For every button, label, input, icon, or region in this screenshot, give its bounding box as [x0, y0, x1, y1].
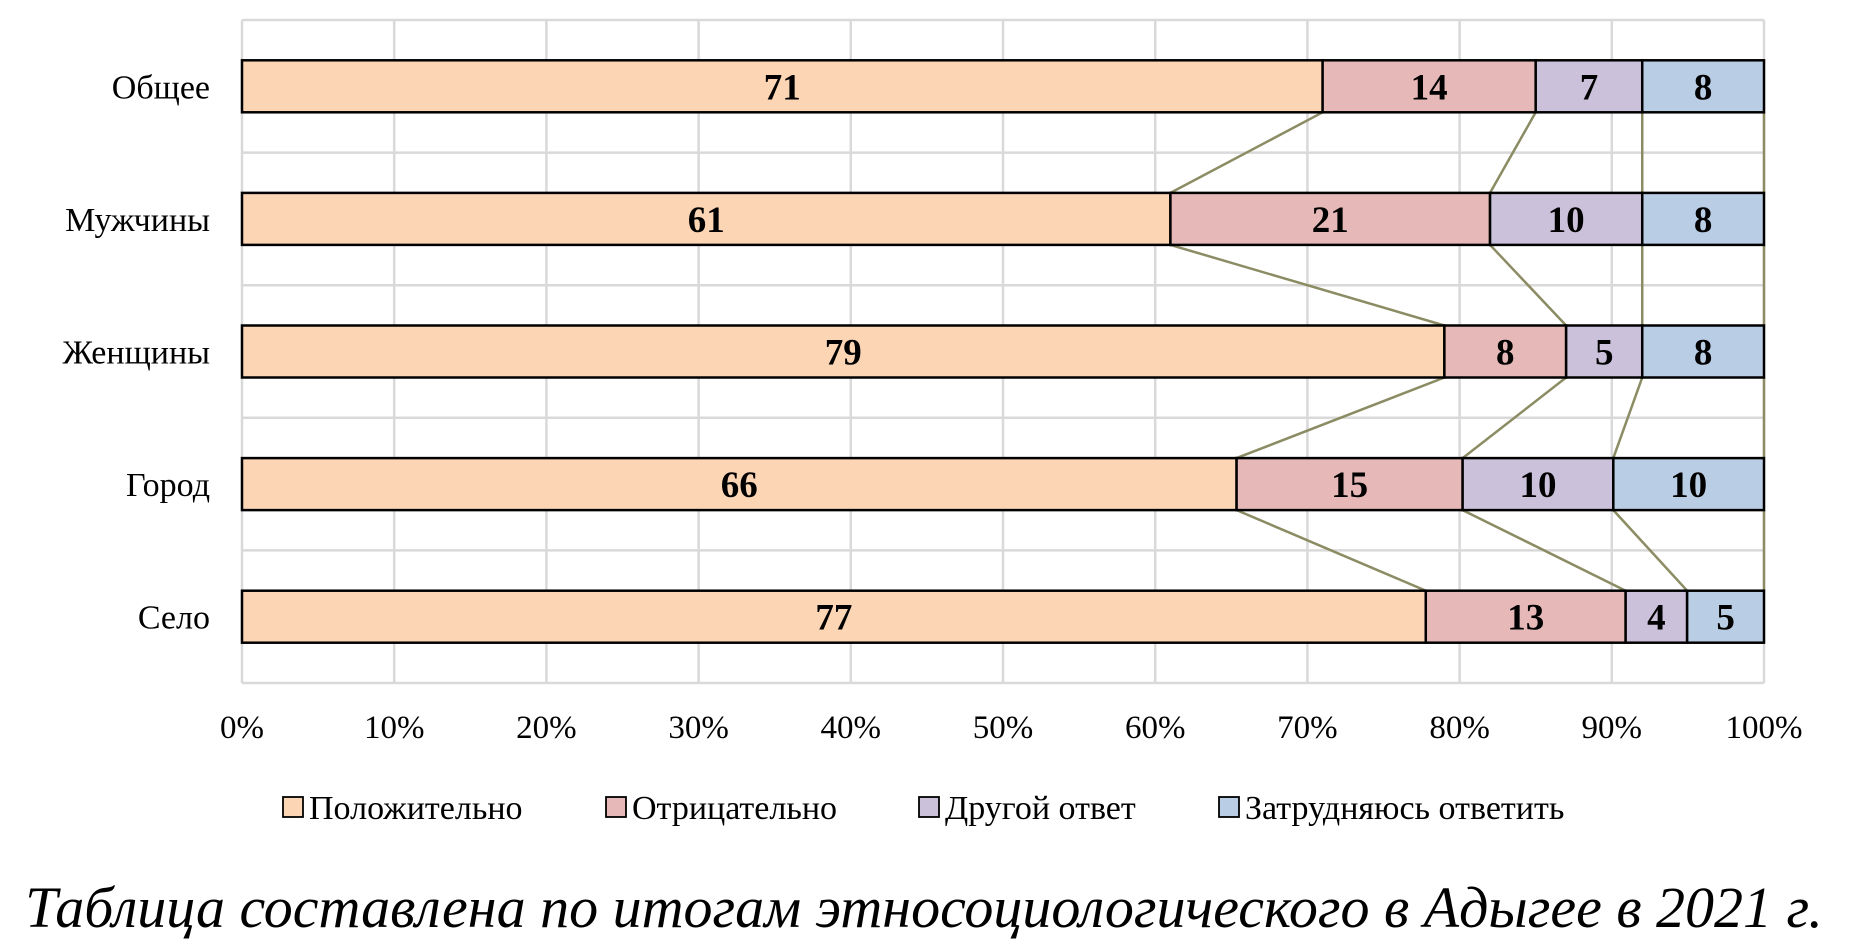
- series-line: [1612, 377, 1644, 459]
- series-line: [1169, 111, 1324, 195]
- x-tick-label: 30%: [668, 710, 729, 746]
- series-line: [1612, 509, 1689, 592]
- legend-swatch: [282, 796, 304, 818]
- x-tick-label: 70%: [1277, 710, 1338, 746]
- bar-segment: [240, 59, 1324, 114]
- chart-caption: Таблица составлена по итогам этносоциоло…: [25, 875, 1823, 940]
- series-line: [1170, 243, 1445, 327]
- data-label: 61: [688, 200, 725, 241]
- series-line: [1488, 111, 1537, 194]
- bar-segment: [1685, 589, 1766, 644]
- bar-segment: [240, 589, 1428, 644]
- bar-segment: [1169, 191, 1492, 247]
- x-tick-label: 90%: [1582, 710, 1643, 746]
- x-tick-label: 80%: [1429, 710, 1490, 746]
- category-label: Общее: [112, 69, 210, 106]
- bar-segment: [240, 456, 1238, 512]
- data-label: 10: [1670, 465, 1707, 506]
- category-labels: Общее Мужчины Женщины Город Село: [63, 69, 211, 636]
- bars: 71 14 7 8 61 21 10 8 79 8 5 8 66 15 10 10 77 13 4 5: [240, 59, 1766, 644]
- bar-segment: [1443, 324, 1568, 379]
- legend-label: Положительно: [309, 790, 523, 827]
- data-label: 14: [1411, 67, 1448, 108]
- x-tick-label: 40%: [821, 710, 882, 746]
- data-label: 8: [1496, 333, 1515, 374]
- x-tick-label: 60%: [1125, 710, 1186, 746]
- bar-segment: [1640, 59, 1766, 114]
- legend-label: Затрудняюсь ответить: [1245, 790, 1564, 827]
- bar-segment: [1640, 191, 1766, 247]
- data-label: 5: [1595, 333, 1614, 374]
- bar-segment: [1321, 59, 1537, 114]
- x-tick-label: 50%: [973, 710, 1034, 746]
- data-label: 71: [764, 67, 801, 108]
- series-line: [1489, 244, 1568, 327]
- x-tick-label: 100%: [1726, 710, 1803, 746]
- legend-swatch: [918, 796, 940, 818]
- x-axis-tick-labels: 0% 10% 20% 30% 40% 50% 60% 70% 80% 90% 100%: [220, 710, 1803, 746]
- x-tick-label: 20%: [516, 710, 577, 746]
- data-label: 7: [1580, 67, 1599, 108]
- bar-segment: [1488, 191, 1644, 247]
- legend-swatch: [1218, 796, 1240, 818]
- legend-label: Другой ответ: [945, 790, 1136, 827]
- category-label: Женщины: [63, 335, 211, 372]
- bar-segment: [1612, 456, 1766, 512]
- x-tick-label: 10%: [364, 710, 425, 746]
- data-label: 8: [1694, 333, 1713, 374]
- legend: Положительно Отрицательно Другой ответ Затр…: [282, 790, 1564, 827]
- data-label: 66: [721, 465, 758, 506]
- x-tick-label: 0%: [220, 710, 264, 746]
- data-label: 21: [1312, 200, 1349, 241]
- series-line: [1461, 376, 1567, 460]
- data-label: 13: [1507, 598, 1544, 639]
- category-label: Город: [126, 467, 210, 504]
- bar-segment: [1640, 324, 1766, 379]
- data-label: 10: [1548, 200, 1585, 241]
- data-label: 4: [1647, 598, 1666, 639]
- series-line: [1236, 376, 1445, 460]
- data-label: 8: [1694, 67, 1713, 108]
- data-label: 5: [1716, 598, 1735, 639]
- data-label: 10: [1519, 465, 1556, 506]
- data-label: 15: [1331, 465, 1368, 506]
- series-line: [1462, 508, 1627, 592]
- data-label: 79: [825, 333, 862, 374]
- data-label: 77: [815, 598, 852, 639]
- series-line: [1236, 508, 1427, 592]
- bar-segment: [1235, 456, 1464, 512]
- legend-label: Отрицательно: [632, 790, 837, 827]
- data-label: 8: [1694, 200, 1713, 241]
- category-label: Мужчины: [65, 202, 210, 239]
- bar-segment: [1461, 456, 1615, 512]
- category-label: Село: [138, 600, 210, 637]
- legend-swatch: [605, 796, 627, 818]
- series-lines: [1169, 111, 1766, 592]
